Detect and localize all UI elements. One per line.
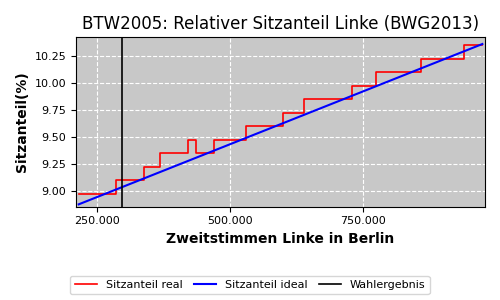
Title: BTW2005: Relativer Sitzanteil Linke (BWG2013): BTW2005: Relativer Sitzanteil Linke (BWG…: [82, 15, 479, 33]
X-axis label: Zweitstimmen Linke in Berlin: Zweitstimmen Linke in Berlin: [166, 232, 394, 246]
Y-axis label: Sitzanteil(%): Sitzanteil(%): [15, 72, 29, 172]
Legend: Sitzanteil real, Sitzanteil ideal, Wahlergebnis: Sitzanteil real, Sitzanteil ideal, Wahle…: [70, 276, 430, 294]
